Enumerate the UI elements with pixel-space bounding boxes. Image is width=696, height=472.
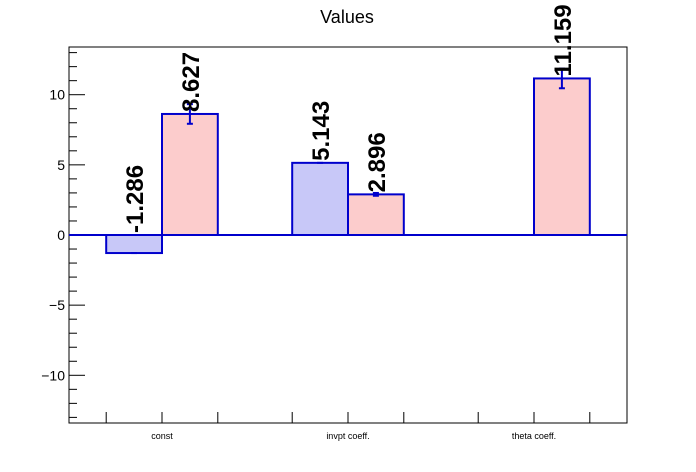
y-tick-label: −5 <box>49 297 65 313</box>
y-tick-label: 5 <box>57 157 65 173</box>
bar-2-2 <box>347 193 405 236</box>
bar-2-3 <box>533 77 591 236</box>
data-label: 8.627 <box>178 52 205 112</box>
x-axis <box>105 412 591 423</box>
data-label: 11.159 <box>550 4 577 76</box>
y-tick-label: −10 <box>41 367 65 383</box>
y-axis: −10 −5 0 5 10 <box>41 52 85 418</box>
data-labels: -1.286 5.143 8.627 2.896 11.159 <box>122 4 577 233</box>
bar-1-1 <box>105 234 163 255</box>
y-tick-label: 0 <box>57 227 65 243</box>
bars <box>105 67 591 255</box>
data-label: 5.143 <box>308 101 335 161</box>
bar-1-2 <box>291 161 350 237</box>
bar-2-1 <box>161 112 219 236</box>
data-label: -1.286 <box>122 165 149 233</box>
y-tick-label: 10 <box>49 87 65 103</box>
x-category-label: invpt coeff. <box>326 431 369 441</box>
x-category-label: const <box>151 431 173 441</box>
data-label: 2.896 <box>364 132 391 192</box>
chart-title: Values <box>320 7 374 27</box>
x-category-label: theta coeff. <box>512 431 556 441</box>
x-tick-labels: const invpt coeff. theta coeff. <box>151 431 556 441</box>
